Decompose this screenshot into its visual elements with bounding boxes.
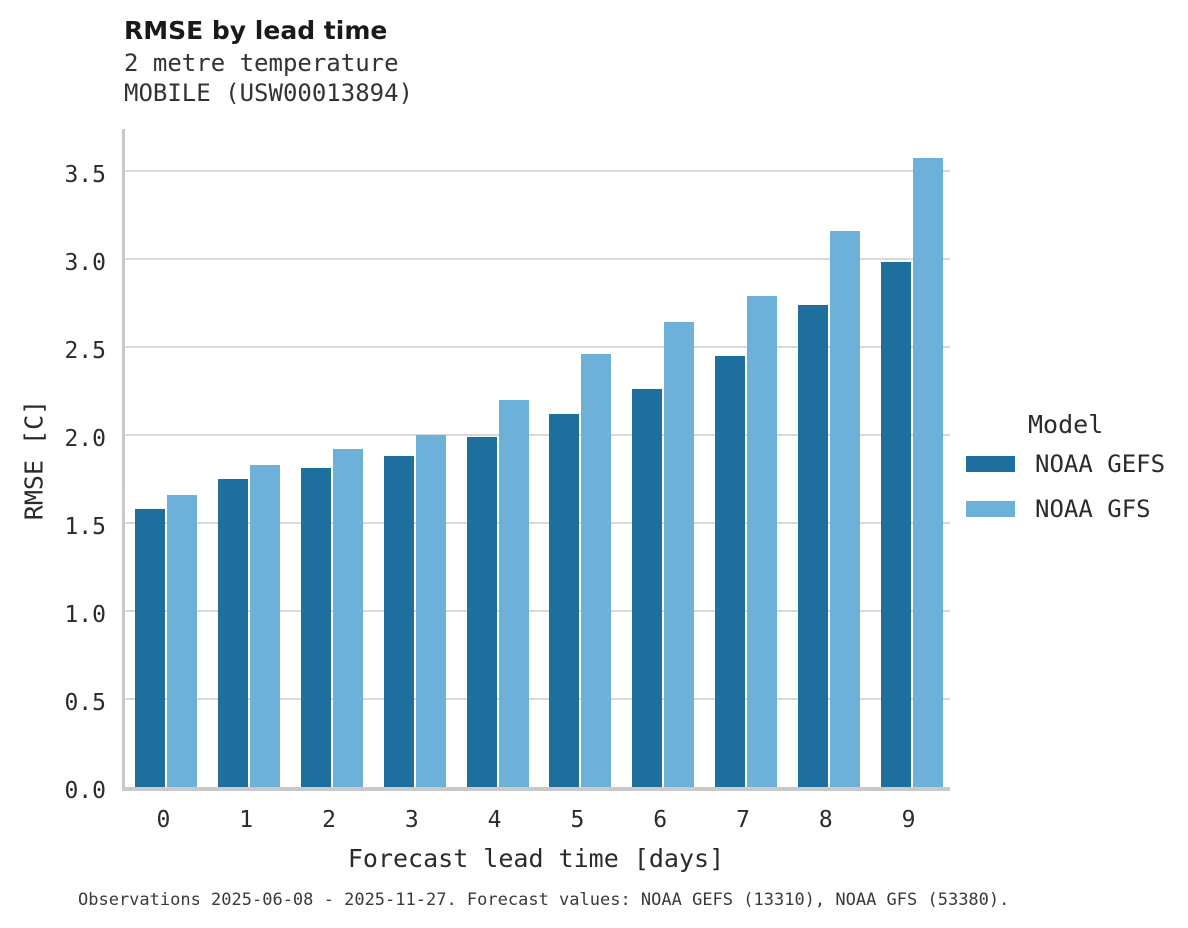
bar-noaa-gefs-lead-5 — [549, 413, 580, 787]
x-axis-label: Forecast lead time [days] — [347, 844, 725, 873]
x-tick-label: 5 — [570, 807, 585, 833]
bar-noaa-gfs-lead-5 — [581, 353, 612, 787]
bar-noaa-gfs-lead-7 — [747, 295, 777, 787]
y-tick-label: 3.0 — [64, 249, 106, 276]
x-tick-labels: 0 1 2 3 4 5 6 7 8 9 — [122, 806, 950, 836]
bar-noaa-gefs-lead-9 — [880, 262, 911, 787]
gridline — [125, 257, 950, 260]
y-tick-label: 3.5 — [64, 161, 106, 188]
bar-noaa-gefs-lead-1 — [218, 478, 249, 787]
x-tick-label: 4 — [487, 807, 502, 833]
bar-noaa-gfs-lead-6 — [664, 322, 695, 787]
chart-title: RMSE by lead time — [124, 16, 388, 45]
y-tick-label: 0.5 — [64, 689, 106, 716]
x-tick-label: 8 — [818, 807, 833, 833]
legend-swatch-noaa-gefs-icon — [966, 456, 1015, 472]
x-tick-label: 0 — [156, 807, 171, 833]
gridline — [125, 609, 950, 612]
gridline — [125, 521, 950, 524]
legend-label-noaa-gefs: NOAA GEFS — [1035, 450, 1166, 478]
bar-noaa-gefs-lead-3 — [383, 456, 414, 787]
bar-noaa-gfs-lead-4 — [498, 399, 529, 787]
plot-area — [122, 129, 950, 791]
bar-noaa-gfs-lead-9 — [912, 158, 943, 787]
bar-noaa-gefs-lead-2 — [301, 468, 331, 787]
gridline — [125, 169, 950, 172]
bar-noaa-gfs-lead-0 — [167, 494, 198, 787]
bar-noaa-gefs-lead-0 — [135, 508, 166, 787]
bar-noaa-gfs-lead-1 — [250, 464, 281, 787]
bar-noaa-gefs-lead-6 — [632, 389, 663, 787]
legend-title: Model — [1028, 410, 1104, 439]
bar-noaa-gefs-lead-8 — [797, 304, 828, 787]
bar-noaa-gfs-lead-2 — [333, 448, 363, 787]
gridline — [125, 697, 950, 700]
y-tick-label: 2.0 — [64, 425, 106, 452]
footer-note: Observations 2025-06-08 - 2025-11-27. Fo… — [78, 890, 1010, 910]
x-tick-label: 6 — [653, 807, 668, 833]
gridline — [125, 433, 950, 436]
x-tick-label: 2 — [322, 807, 336, 833]
legend-entry-noaa-gefs: NOAA GEFS — [966, 450, 1165, 478]
x-tick-label: 1 — [239, 807, 254, 833]
chart-subtitle-station: MOBILE (USW00013894) — [124, 79, 413, 107]
y-tick-label: 1.5 — [64, 513, 106, 540]
y-tick-label: 2.5 — [64, 337, 106, 364]
title-block: RMSE by lead time 2 metre temperature MO… — [124, 14, 413, 108]
legend-swatch-noaa-gfs-icon — [966, 501, 1015, 517]
bar-noaa-gfs-lead-3 — [415, 434, 446, 787]
y-tick-labels: 0.0 0.5 1.0 1.5 2.0 2.5 3.0 3.5 — [0, 0, 106, 928]
legend: Model NOAA GEFS NOAA GFS — [966, 410, 1165, 540]
legend-label-noaa-gfs: NOAA GFS — [1035, 495, 1151, 523]
bar-noaa-gfs-lead-8 — [829, 230, 860, 787]
bar-noaa-gefs-lead-7 — [715, 355, 745, 787]
bar-noaa-gefs-lead-4 — [466, 436, 497, 787]
x-tick-label: 7 — [736, 807, 750, 833]
gridline — [125, 345, 950, 348]
y-tick-label: 1.0 — [64, 601, 106, 628]
x-tick-label: 3 — [404, 807, 419, 833]
chart-subtitle-variable: 2 metre temperature — [124, 49, 399, 77]
legend-entry-noaa-gfs: NOAA GFS — [966, 495, 1165, 523]
y-tick-label: 0.0 — [64, 778, 106, 804]
x-tick-label: 9 — [901, 807, 916, 833]
